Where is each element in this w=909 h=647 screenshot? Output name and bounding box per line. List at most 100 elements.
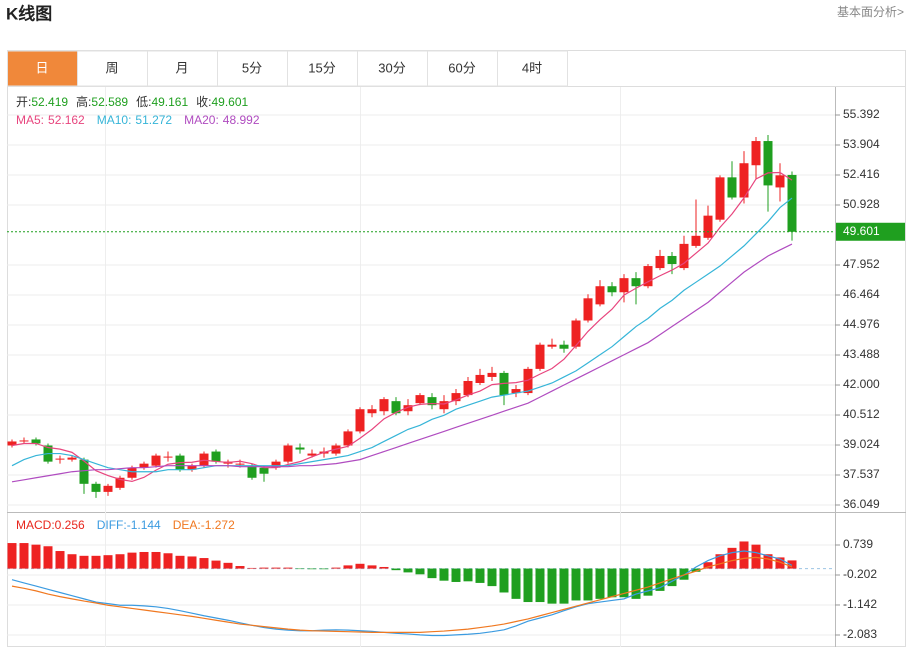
y-tick-label: 44.976 [843,317,880,331]
ohlc-value: 52.419 [31,95,68,109]
macd-bar [607,568,617,598]
y-tick-label: 43.488 [843,347,880,361]
candle-body [31,439,41,444]
tab[interactable] [77,50,148,87]
macd-bar [751,544,761,569]
macd-bar [367,565,377,569]
macd-bar [235,566,245,569]
legend-name: DIFF: [97,518,127,532]
macd-bar [271,567,281,569]
macd-bar [451,568,461,582]
current-price-label: 49.601 [843,224,880,238]
macd-bar [631,568,641,599]
tab[interactable] [287,50,358,87]
candle-body [7,441,17,446]
y-tick-label: -2.083 [843,627,877,641]
tab-label[interactable]: 15分 [308,60,335,75]
tab-label[interactable]: 月 [175,60,188,75]
tab-label[interactable]: 5分 [242,60,262,75]
macd-bar [487,568,497,587]
ohlc-label: 低: [136,95,151,109]
ohlc-label: 高: [76,94,91,109]
ma-line [11,197,793,473]
analysis-link[interactable]: 基本面分析> [837,5,904,19]
tab[interactable] [217,50,288,87]
ohlc-label: 收: [196,95,211,109]
macd-bar [463,568,473,582]
macd-bar [175,555,185,569]
tab[interactable] [427,50,498,87]
candle-body [235,463,245,465]
macd-bar [655,568,665,591]
tab-label[interactable]: 周 [105,60,118,75]
candle-body [607,286,617,293]
tab[interactable] [7,50,78,87]
candle-body [619,278,629,293]
macd-bar [331,567,341,569]
macd-bar [739,541,749,569]
y-tick-label: 53.904 [843,137,880,151]
candle-body [151,455,161,466]
macd-line [11,556,793,633]
candle-body [139,463,149,468]
macd-bar [415,568,425,575]
ma-line [11,243,793,483]
macd-bar [499,568,509,593]
y-tick-label: 55.392 [843,107,880,121]
macd-bar [139,551,149,569]
candle-body [559,344,569,349]
tab-label[interactable]: 日 [35,60,48,75]
legend-value: -1.144 [127,518,161,532]
macd-bar [595,568,605,599]
macd-bar [763,554,773,569]
macd-bar [679,568,689,580]
macd-bar [715,554,725,569]
macd-bar [319,568,329,570]
tab[interactable] [147,50,218,87]
macd-bar [523,568,533,603]
macd-bar [283,567,293,569]
candle-body [55,458,65,460]
candle-body [451,393,461,402]
candle-body [547,344,557,347]
ma-line [11,171,793,483]
candle-body [595,286,605,305]
legend-name: MA5: [16,113,44,127]
legend-name: MACD: [16,518,55,532]
tab[interactable] [497,50,568,87]
y-tick-label: 52.416 [843,167,880,181]
macd-bar [559,568,569,604]
legend-value: -1.272 [201,518,235,532]
macd-bar [667,568,677,587]
ohlc-value: 52.589 [91,95,128,109]
macd-bar [727,547,737,569]
candle-body [655,255,665,269]
candle-body [583,298,593,321]
candle-body [643,266,653,287]
tab-label[interactable]: 30分 [378,60,405,75]
page-title: K线图 [6,3,52,23]
tab-label[interactable]: 4时 [522,60,542,75]
macd-bar [55,551,65,569]
candle-body [667,255,677,265]
y-tick-label: 39.024 [843,437,880,451]
candle-body [187,465,197,470]
candle-body [379,399,389,412]
tab-label[interactable]: 60分 [448,60,475,75]
candle-body [403,405,413,412]
candle-body [19,440,29,442]
macd-bar [511,568,521,599]
candle-body [487,372,497,377]
y-tick-label: 36.049 [843,497,880,511]
macd-bar [151,551,161,569]
legend-value: 48.992 [223,113,260,127]
macd-bar [475,568,485,583]
candle-body [247,465,257,478]
macd-bar [391,568,401,571]
candle-body [127,467,137,478]
y-tick-label: 40.512 [843,407,880,421]
candle-body [391,401,401,414]
macd-bar [547,568,557,604]
candle-body [307,453,317,456]
